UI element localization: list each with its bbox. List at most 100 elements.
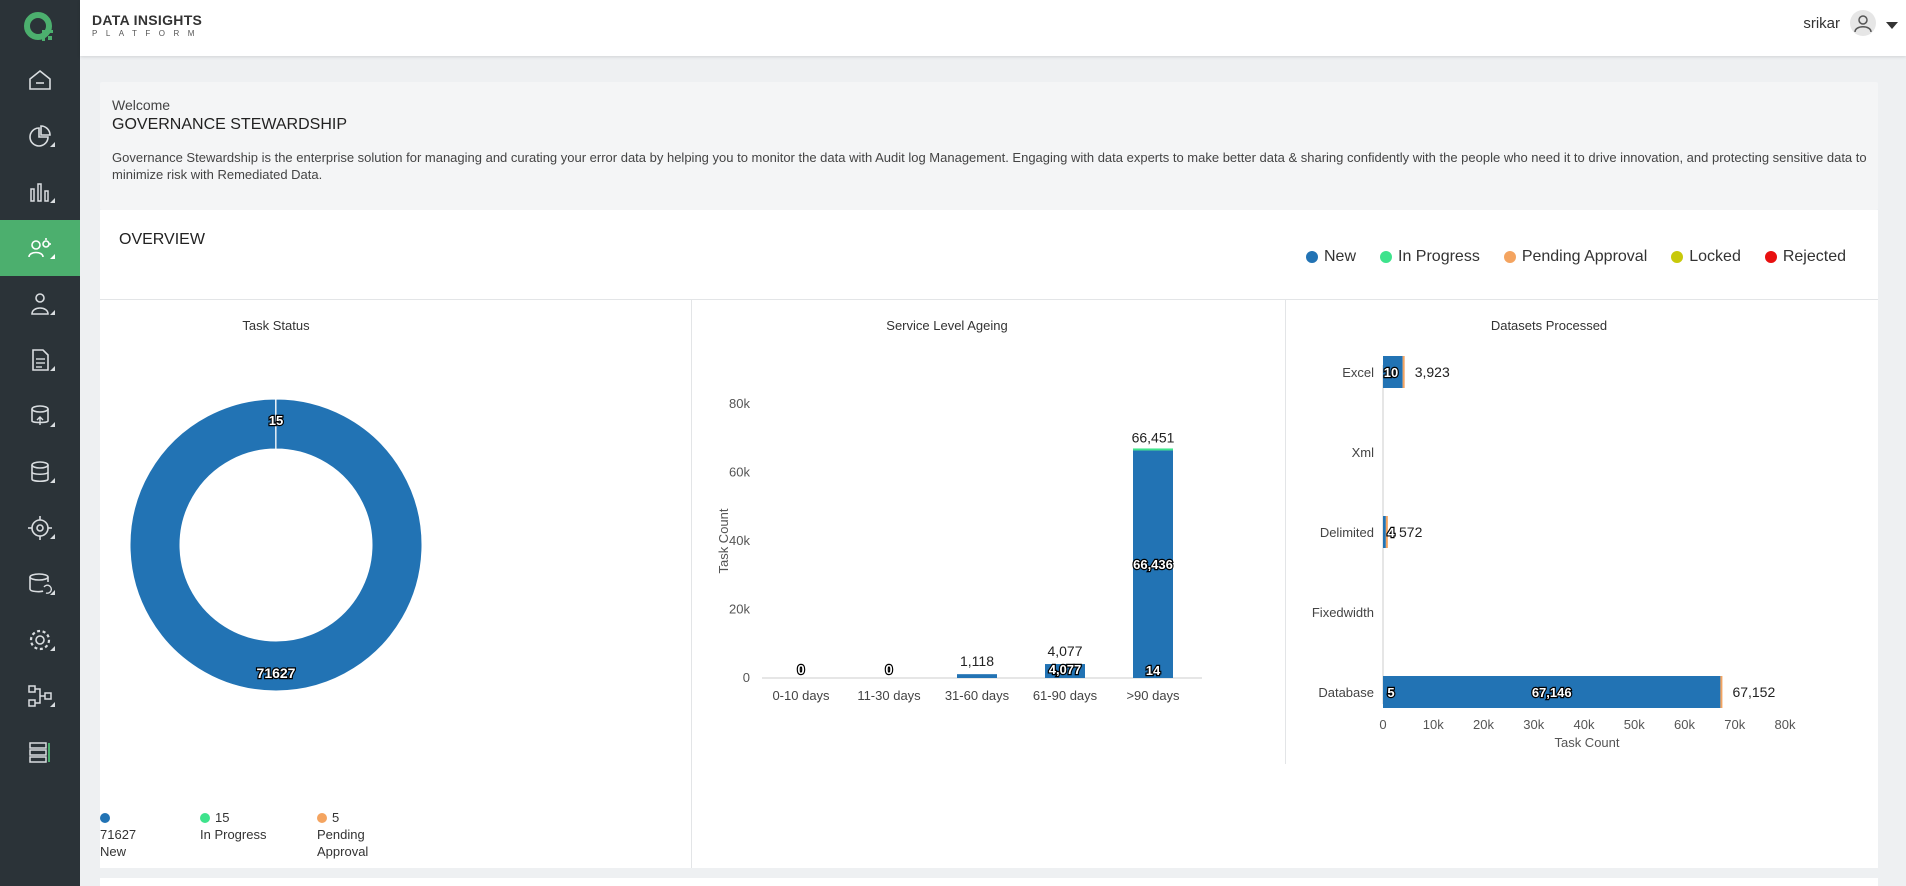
- legend-item-new[interactable]: New: [1305, 248, 1356, 266]
- brand[interactable]: DATA INSIGHTS PLATFORM: [92, 12, 203, 38]
- task-legend-label: Pending Approval: [317, 827, 369, 859]
- gear-icon: [29, 629, 51, 651]
- top-header: DATA INSIGHTS PLATFORM srikar: [80, 0, 1906, 56]
- stewardship-icon: [28, 238, 51, 258]
- nav-reports[interactable]: [0, 164, 80, 220]
- bar-total-label: 1,118: [960, 653, 994, 669]
- y-tick-label: Fixedwidth: [1312, 605, 1374, 620]
- legend-label: Rejected: [1782, 248, 1846, 265]
- y-tick-label: 20k: [729, 602, 750, 617]
- nav-data-upload[interactable]: [0, 388, 80, 444]
- logo-icon: [24, 12, 53, 41]
- task-legend-in-progress[interactable]: 15 In Progress: [200, 809, 270, 843]
- divider: [100, 299, 1878, 300]
- x-tick-label: >90 days: [1126, 688, 1180, 703]
- user-menu[interactable]: srikar: [1803, 10, 1898, 36]
- database-icon: [31, 461, 49, 483]
- legend-dot: [1671, 251, 1684, 263]
- overview-title: OVERVIEW: [119, 231, 205, 248]
- bar-excel-s1: [1402, 356, 1405, 388]
- nav-database[interactable]: [0, 444, 80, 500]
- nav-dashboard[interactable]: [0, 108, 80, 164]
- y-tick-label: Delimited: [1320, 525, 1374, 540]
- donut-slice-new: [129, 398, 423, 692]
- divider: [1285, 300, 1286, 764]
- legend-item-locked[interactable]: Locked: [1671, 248, 1741, 266]
- task-legend-value: 15: [215, 810, 230, 825]
- nav-targets[interactable]: [0, 500, 80, 556]
- overview-card: OVERVIEW New In Progress Pending Approva…: [100, 210, 1878, 868]
- bar-delimited-s0: [1383, 516, 1386, 548]
- x-tick-label: 50k: [1624, 717, 1645, 732]
- nav-home[interactable]: [0, 52, 80, 108]
- task-legend-pending-approval[interactable]: 5 Pending Approval: [317, 809, 387, 860]
- avatar[interactable]: [1850, 10, 1876, 36]
- x-tick-label: 0-10 days: [772, 688, 830, 703]
- x-tick-label: 20k: [1473, 717, 1494, 732]
- y-tick-label: 80k: [729, 396, 750, 411]
- bar-inner-label: 67,146: [1532, 685, 1572, 700]
- overview-legend: New In Progress Pending Approval Locked …: [1305, 248, 1846, 266]
- user-name: srikar: [1803, 14, 1840, 32]
- nav-settings[interactable]: [0, 612, 80, 668]
- nav-documents[interactable]: [0, 332, 80, 388]
- nav-data-sync[interactable]: [0, 556, 80, 612]
- x-tick-label: 0: [1379, 717, 1386, 732]
- x-tick-label: 80k: [1775, 717, 1796, 732]
- nav-stewardship[interactable]: [0, 220, 80, 276]
- bar-segment-label: 0: [797, 662, 804, 677]
- database-sync-icon: [29, 573, 52, 594]
- task-legend-new[interactable]: 71627 New: [100, 809, 136, 860]
- bar-segment-label: 0: [885, 662, 892, 677]
- y-tick-label: Database: [1318, 685, 1374, 700]
- bar-90days-s1: [1133, 448, 1173, 451]
- task-legend-label: In Progress: [200, 827, 267, 842]
- legend-label: New: [1323, 248, 1356, 265]
- bar-segment-label: 5: [1387, 685, 1394, 700]
- datasets-processed-chart: 0 10k 20k 30k 40k 50k 60k 70k 80k Task Count Excel…: [1312, 356, 1796, 750]
- user-flask-icon: [31, 293, 49, 315]
- chevron-down-icon[interactable]: [1886, 21, 1898, 29]
- nav-experts[interactable]: [0, 276, 80, 332]
- bar-database-s1: [1720, 676, 1723, 708]
- bar-3160days-s0: [957, 674, 997, 678]
- app-logo[interactable]: [0, 0, 80, 56]
- y-tick-label: Excel: [1342, 365, 1374, 380]
- bar-segment-label: 66,436: [1133, 557, 1173, 572]
- x-tick-label: 11-30 days: [857, 688, 921, 703]
- target-icon: [28, 516, 52, 540]
- welcome-banner: Welcome GOVERNANCE STEWARDSHIP Governanc…: [100, 82, 1878, 210]
- x-tick-label: 40k: [1574, 717, 1595, 732]
- divider: [691, 300, 692, 868]
- legend-dot: [100, 813, 110, 823]
- legend-dot: [1764, 251, 1777, 263]
- y-tick-label: 60k: [729, 465, 750, 480]
- next-card-edge: [100, 878, 1878, 886]
- legend-item-rejected[interactable]: Rejected: [1764, 248, 1846, 266]
- x-tick-label: 61-90 days: [1033, 688, 1098, 703]
- bar-segment-label: 4: [1387, 525, 1395, 540]
- bar-90days-s0: [1133, 450, 1173, 678]
- x-tick-label: 31-60 days: [945, 688, 1010, 703]
- bar-excel-s0: [1383, 356, 1403, 388]
- user-icon: [1854, 15, 1872, 33]
- nav-servers[interactable]: [0, 724, 80, 780]
- sidebar: [0, 0, 80, 886]
- pie-chart-icon: [29, 125, 51, 147]
- legend-item-pending-approval[interactable]: Pending Approval: [1503, 248, 1647, 266]
- bar-segment-label: 10: [1384, 365, 1398, 380]
- database-upload-icon: [31, 405, 49, 425]
- server-list-icon: [29, 742, 50, 763]
- bar-total-label: 3,923: [1415, 364, 1450, 380]
- service-level-chart: 0 20k 40k 60k 80k Task Count 0-10 days 0 11-30 d…: [716, 396, 1202, 703]
- legend-dot: [1380, 251, 1392, 263]
- x-tick-label: 70k: [1724, 717, 1745, 732]
- x-tick-label: 60k: [1674, 717, 1695, 732]
- task-status-chart: 71627 15: [129, 398, 423, 692]
- x-tick-label: 10k: [1423, 717, 1444, 732]
- task-status-title: Task Status: [242, 318, 310, 333]
- bar-total-label: 572: [1399, 524, 1423, 540]
- legend-dot: [1503, 251, 1516, 263]
- nav-workflow[interactable]: [0, 668, 80, 724]
- legend-item-in-progress[interactable]: In Progress: [1380, 248, 1480, 266]
